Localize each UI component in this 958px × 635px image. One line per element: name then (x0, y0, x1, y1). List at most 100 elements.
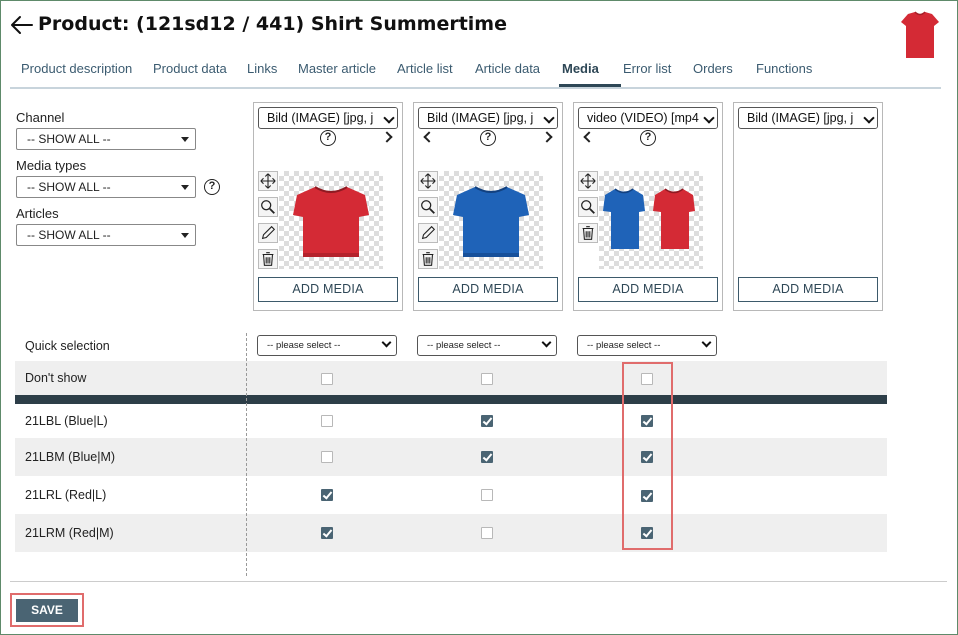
column-divider (246, 333, 247, 576)
quick-selection-row: Quick selection -- please select -- -- p… (15, 328, 887, 361)
move-icon[interactable] (418, 171, 438, 191)
add-media-button[interactable]: ADD MEDIA (738, 277, 878, 302)
tab-product-description[interactable]: Product description (21, 61, 133, 76)
media-card: video (VIDEO) [mp4 ? ADD MEDIA (573, 102, 723, 311)
help-icon[interactable]: ? (320, 130, 336, 146)
trash-icon[interactable] (418, 249, 438, 269)
media-type-select[interactable]: Bild (IMAGE) [jpg, j (418, 107, 558, 129)
product-thumbnail (901, 11, 939, 58)
table-row: 21LRM (Red|M) (15, 514, 887, 552)
checkbox[interactable] (481, 373, 493, 385)
tab-media[interactable]: Media (562, 61, 599, 76)
tab-functions[interactable]: Functions (756, 61, 813, 76)
add-media-button[interactable]: ADD MEDIA (578, 277, 718, 302)
tab-product-data[interactable]: Product data (153, 61, 227, 76)
checkbox[interactable] (321, 527, 333, 539)
checkbox[interactable] (481, 527, 493, 539)
quick-select-dropdown[interactable]: -- please select -- (257, 335, 397, 356)
checkbox[interactable] (321, 489, 333, 501)
channel-label: Channel (16, 110, 65, 125)
dont-show-label: Don't show (25, 371, 87, 385)
media-card: Bild (IMAGE) [jpg, j ? ADD MEDIA (413, 102, 563, 311)
table-row: 21LBM (Blue|M) (15, 438, 887, 476)
save-button[interactable]: SAVE (16, 599, 78, 622)
chevron-left-icon[interactable] (423, 131, 435, 143)
media-card: Bild (IMAGE) [jpg, j ADD MEDIA (733, 102, 883, 311)
media-type-select[interactable]: video (VIDEO) [mp4 (578, 107, 718, 129)
media-types-label: Media types (16, 158, 87, 173)
article-label: 21LBM (Blue|M) (25, 450, 116, 464)
media-type-select[interactable]: Bild (IMAGE) [jpg, j (738, 107, 878, 129)
checkbox[interactable] (641, 490, 653, 502)
tab-master-article[interactable]: Master article (298, 61, 377, 76)
media-type-value: video (VIDEO) [mp4 (587, 111, 699, 125)
media-preview[interactable] (439, 171, 543, 269)
checkbox[interactable] (641, 373, 653, 385)
chevron-right-icon[interactable] (381, 131, 393, 143)
quick-select-dropdown[interactable]: -- please select -- (417, 335, 557, 356)
media-preview[interactable] (599, 171, 703, 269)
move-icon[interactable] (258, 171, 278, 191)
highlight-box (10, 593, 84, 627)
dropdown-caret-icon (181, 137, 189, 142)
media-type-value: Bild (IMAGE) [jpg, j (747, 111, 854, 125)
tab-links[interactable]: Links (247, 61, 278, 76)
add-media-button[interactable]: ADD MEDIA (258, 277, 398, 302)
checkbox[interactable] (641, 451, 653, 463)
checkbox[interactable] (481, 451, 493, 463)
zoom-icon[interactable] (258, 197, 278, 217)
quick-select-value: -- please select -- (427, 340, 501, 351)
active-tab-indicator (559, 84, 621, 87)
tab-error-list[interactable]: Error list (623, 61, 672, 76)
trash-icon[interactable] (578, 223, 598, 243)
trash-icon[interactable] (258, 249, 278, 269)
help-icon[interactable]: ? (480, 130, 496, 146)
edit-icon[interactable] (258, 223, 278, 243)
highlight-box (622, 362, 673, 550)
quick-select-dropdown[interactable]: -- please select -- (577, 335, 717, 356)
zoom-icon[interactable] (578, 197, 598, 217)
articles-label: Articles (16, 206, 59, 221)
dropdown-caret-icon (381, 337, 392, 348)
article-label: 21LRL (Red|L) (25, 488, 107, 502)
checkbox[interactable] (641, 527, 653, 539)
media-preview[interactable] (279, 171, 383, 269)
help-icon[interactable]: ? (640, 130, 656, 146)
chevron-right-icon[interactable] (541, 131, 553, 143)
add-media-button[interactable]: ADD MEDIA (418, 277, 558, 302)
dropdown-caret-icon (541, 337, 552, 348)
red-shirt-image (293, 186, 369, 257)
checkbox[interactable] (321, 415, 333, 427)
articles-select[interactable]: -- SHOW ALL -- (16, 224, 196, 246)
edit-icon[interactable] (418, 223, 438, 243)
quick-select-value: -- please select -- (587, 340, 661, 351)
quick-selection-label: Quick selection (25, 339, 110, 353)
tab-article-list[interactable]: Article list (397, 61, 453, 76)
tab-article-data[interactable]: Article data (475, 61, 541, 76)
media-type-value: Bild (IMAGE) [jpg, j (267, 111, 374, 125)
media-type-select[interactable]: Bild (IMAGE) [jpg, j (258, 107, 398, 129)
media-types-select[interactable]: -- SHOW ALL -- (16, 176, 196, 198)
dont-show-row: Don't show (15, 361, 887, 395)
chevron-left-icon[interactable] (583, 131, 595, 143)
footer-divider (10, 581, 947, 582)
article-label: 21LRM (Red|M) (25, 526, 114, 540)
articles-select-value: -- SHOW ALL -- (27, 228, 111, 242)
page-title: Product: (121sd12 / 441) Shirt Summertim… (38, 13, 507, 35)
move-icon[interactable] (578, 171, 598, 191)
media-type-value: Bild (IMAGE) [jpg, j (427, 111, 534, 125)
checkbox[interactable] (481, 489, 493, 501)
media-tools (418, 171, 438, 275)
arrow-left-icon[interactable] (9, 12, 35, 38)
media-card: Bild (IMAGE) [jpg, j ? ADD MEDIA (253, 102, 403, 311)
channel-select[interactable]: -- SHOW ALL -- (16, 128, 196, 150)
blue-shirt-image (453, 186, 529, 257)
checkbox[interactable] (321, 451, 333, 463)
help-icon[interactable]: ? (204, 179, 220, 195)
zoom-icon[interactable] (418, 197, 438, 217)
checkbox[interactable] (481, 415, 493, 427)
media-tools (258, 171, 278, 275)
tab-orders[interactable]: Orders (693, 61, 733, 76)
checkbox[interactable] (641, 415, 653, 427)
checkbox[interactable] (321, 373, 333, 385)
